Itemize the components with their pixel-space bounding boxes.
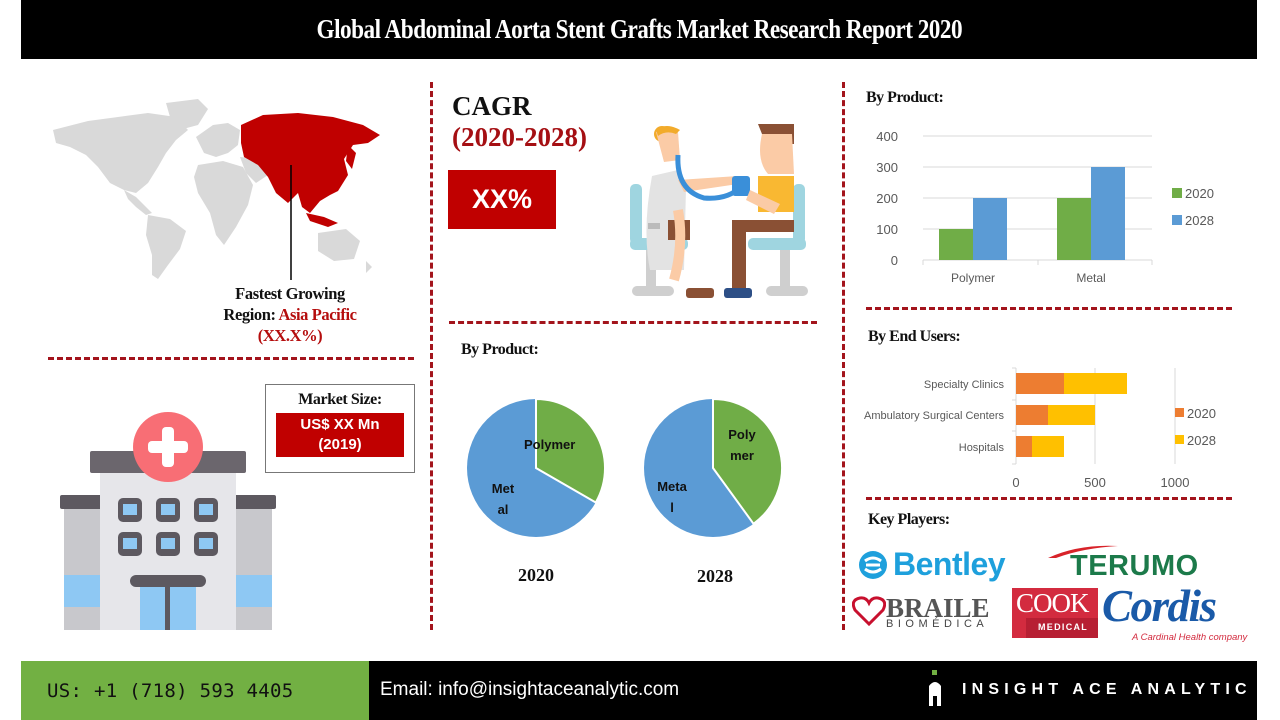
svg-text:0: 0 — [1012, 475, 1019, 490]
divider-left — [430, 82, 433, 630]
bentley-logo-icon — [859, 550, 887, 579]
fastest-growing-region: Fastest Growing Region: Asia Pacific (XX… — [170, 283, 410, 346]
logo-cook: COOK MEDICAL — [1012, 588, 1098, 638]
svg-text:400: 400 — [876, 129, 898, 144]
pie-2028-year: 2028 — [697, 566, 733, 586]
footer-phone-panel: US: +1 (718) 593 4405 — [21, 661, 369, 720]
divider-cagr — [449, 321, 817, 324]
svg-text:300: 300 — [876, 160, 898, 175]
market-size-box: Market Size: US$ XX Mn (2019) — [265, 384, 415, 473]
footer-phone[interactable]: US: +1 (718) 593 4405 — [47, 679, 294, 702]
pie-2020-label-polymer: Polymer — [524, 437, 576, 452]
pie-2020-label-metal: Met al — [491, 481, 515, 517]
hospital-icon — [60, 412, 276, 630]
svg-text:500: 500 — [1084, 475, 1106, 490]
footer-brand: INSIGHT ACE ANALYTIC — [962, 681, 1252, 698]
divider-map — [48, 357, 414, 360]
market-size-amount: US$ XX Mn — [300, 416, 380, 433]
cagr-years: (2020-2028) — [452, 122, 587, 152]
insight-ace-logo-icon — [929, 670, 941, 706]
footer-contact-panel — [369, 661, 1257, 720]
report-header: Global Abdominal Aorta Stent Grafts Mark… — [21, 0, 1257, 59]
market-size-value: US$ XX Mn (2019) — [276, 413, 404, 457]
key-players-title: Key Players: — [868, 511, 950, 528]
logo-terumo: TERUMO — [1046, 544, 1231, 582]
svg-text:2028: 2028 — [1187, 433, 1216, 448]
divider-end-users — [866, 497, 1232, 500]
pie-2028-label-metal: Meta l — [657, 479, 687, 515]
logo-braile: BRAILE BIOMÉDICA — [852, 593, 1002, 634]
svg-text:100: 100 — [876, 222, 898, 237]
product-bar-chart: 400 300 200 100 0 Polymer Metal 2020 202… — [876, 129, 1214, 285]
region-value: (XX.X%) — [257, 326, 323, 345]
terumo-swoosh-icon — [1048, 545, 1118, 558]
svg-text:Specialty Clinics: Specialty Clinics — [924, 379, 1005, 391]
pie-2028-label-polymer: Poly mer — [728, 427, 756, 463]
footer-email[interactable]: Email: info@insightaceanalytic.com — [380, 679, 680, 700]
svg-text:2020: 2020 — [1187, 406, 1216, 421]
svg-text:Ambulatory Surgical Centers: Ambulatory Surgical Centers — [864, 410, 1005, 422]
svg-text:2028: 2028 — [1185, 213, 1214, 228]
bar-section-title: By Product: — [866, 89, 944, 106]
svg-text:Polymer: Polymer — [951, 271, 995, 285]
doctor-patient-icon — [630, 124, 808, 298]
market-size-year: (2019) — [318, 436, 362, 453]
svg-text:200: 200 — [876, 191, 898, 206]
svg-text:0: 0 — [891, 253, 898, 268]
divider-right — [842, 82, 845, 630]
cagr-value: XX% — [448, 170, 556, 229]
world-map — [53, 99, 380, 280]
braile-heart-icon — [852, 596, 886, 626]
svg-text:1000: 1000 — [1161, 475, 1190, 490]
cagr-title: CAGR — [452, 91, 532, 121]
pie-chart-2028 — [644, 398, 783, 537]
svg-text:Hospitals: Hospitals — [959, 442, 1005, 454]
logo-bentley: Bentley — [858, 546, 1006, 583]
pie-2020-year: 2020 — [518, 565, 554, 585]
pie-chart-2020 — [467, 398, 606, 537]
svg-text:Metal: Metal — [1076, 271, 1105, 285]
divider-bar — [866, 307, 1232, 310]
region-label: Fastest Growing — [235, 284, 345, 303]
end-users-bar-chart: Specialty Clinics Ambulatory Surgical Ce… — [864, 367, 1216, 490]
region-name: Asia Pacific — [278, 305, 357, 324]
logo-cordis: Cordis A Cardinal Health company — [1102, 581, 1248, 643]
report-title: Global Abdominal Aorta Stent Grafts Mark… — [316, 14, 962, 44]
end-users-section-title: By End Users: — [868, 328, 961, 345]
region-prefix: Region: — [223, 305, 279, 324]
pie-section-title: By Product: — [461, 341, 539, 358]
market-size-label: Market Size: — [298, 391, 382, 408]
svg-text:2020: 2020 — [1185, 186, 1214, 201]
